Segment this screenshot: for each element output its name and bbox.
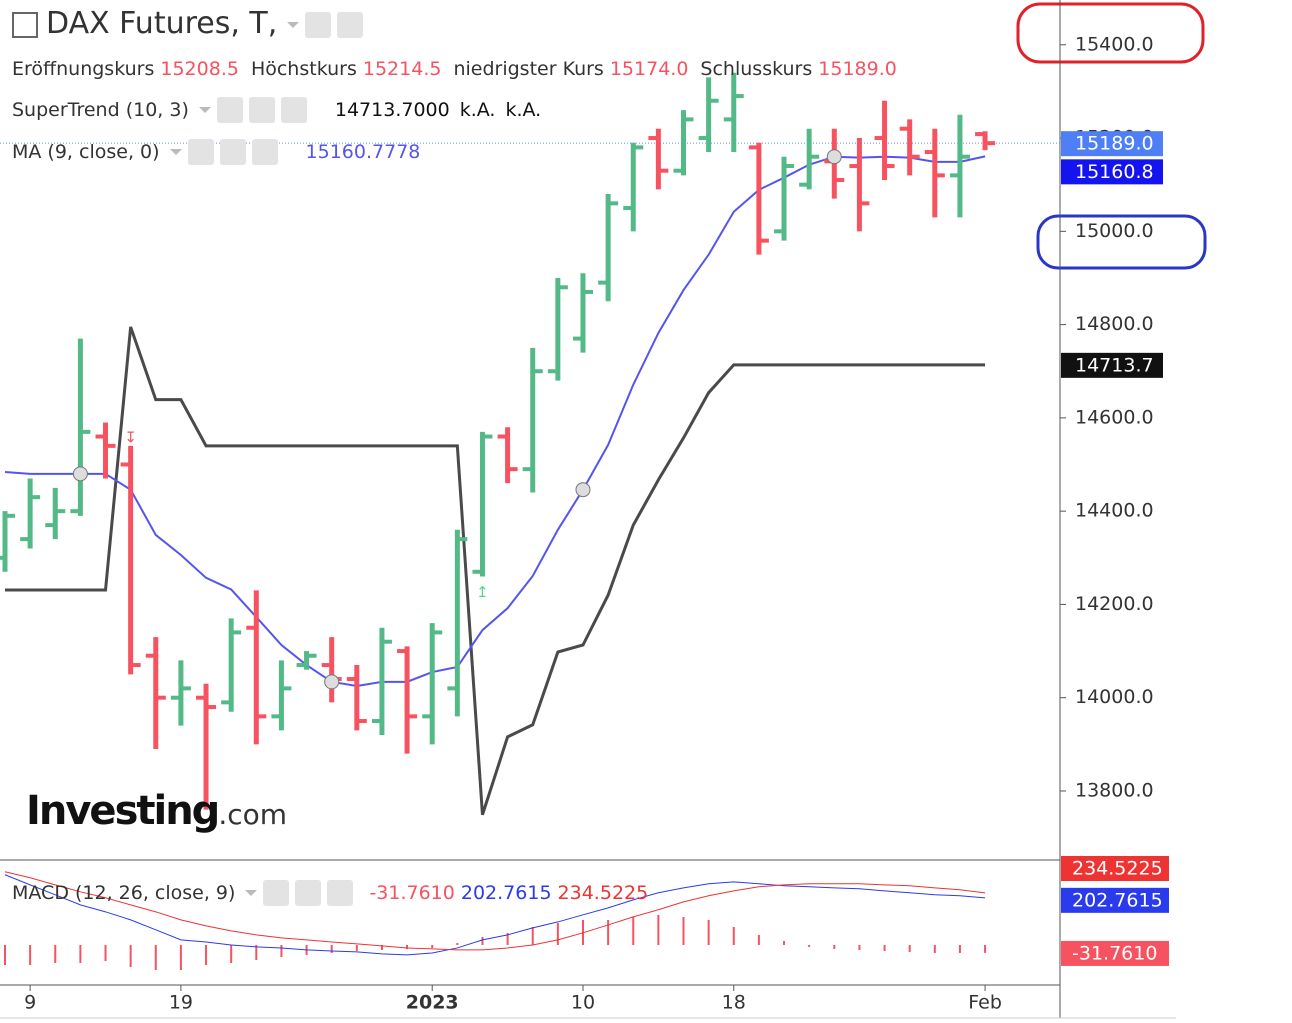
macd-badge-label: 202.7615	[1072, 889, 1163, 911]
ohlc-legend: Eröffnungskurs 15208.5 Höchstkurs 15214.5 ni…	[12, 58, 909, 80]
y-tick-label: 14800.0	[1075, 313, 1154, 335]
macd-value: 202.7615	[460, 881, 552, 904]
highlight-red	[1016, 2, 1205, 64]
indicator-value: 15160.7778	[305, 140, 421, 163]
indicator-value: k.A.	[459, 98, 496, 121]
indicator-name: SuperTrend (10, 3)	[12, 98, 189, 121]
signal-arrow: ↧	[124, 428, 137, 446]
y-tick-label: 14200.0	[1075, 593, 1154, 615]
x-tick-label: Feb	[968, 992, 1002, 1014]
price-badge	[1061, 159, 1163, 185]
x-tick-label: 10	[571, 992, 595, 1014]
signal-arrow: ↥	[476, 583, 489, 601]
y-tick-label: 14400.0	[1075, 500, 1154, 522]
highlight-blue	[1036, 214, 1207, 270]
ohlc-label: Schlusskurs	[700, 58, 813, 80]
caret[interactable]	[198, 107, 211, 113]
chart-title: DAX Futures, T,	[46, 6, 278, 41]
y-tick-label: 14000.0	[1075, 686, 1154, 708]
legend-icon[interactable]	[248, 97, 275, 123]
caret[interactable]	[287, 21, 300, 28]
indicator-line	[5, 326, 986, 816]
indicator-name: MA (9, close, 0)	[12, 140, 160, 163]
settings-icon[interactable]	[337, 11, 364, 38]
legend-icon[interactable]	[251, 139, 278, 165]
caret[interactable]	[169, 149, 182, 155]
indicator-line	[4, 155, 986, 688]
ohlc-label: niedrigster Kurs	[453, 58, 604, 80]
price-badge-label: 15189.0	[1075, 133, 1154, 155]
ohlc-value: 15189.0	[818, 58, 897, 80]
macd-line	[4, 874, 986, 956]
y-tick-label: 15000.0	[1075, 220, 1154, 242]
macd-badge-label: -31.7610	[1072, 942, 1157, 964]
ohlc-label: Höchstkurs	[250, 58, 357, 80]
macd-badge	[1061, 940, 1169, 966]
legend-icon[interactable]	[327, 880, 354, 906]
legend-icon[interactable]	[219, 139, 246, 165]
macd-line	[4, 871, 986, 951]
x-tick-label: 9	[24, 992, 36, 1014]
macd-value: -31.7610	[369, 881, 455, 904]
price-badge	[1061, 131, 1163, 157]
watermark: Investing.com	[26, 788, 287, 834]
indicator-value: k.A.	[505, 98, 542, 121]
ohlc-value: 15214.5	[362, 58, 442, 80]
x-tick-label: 2023	[406, 992, 459, 1014]
macd-badge-label: 234.5225	[1072, 858, 1163, 880]
ohlc-label: Eröffnungskurs	[12, 58, 155, 80]
eye-icon[interactable]	[305, 11, 332, 38]
watermark-brand: Investing	[26, 788, 220, 834]
watermark-domain: .com	[218, 798, 288, 831]
title-row: DAX Futures, T,	[12, 6, 369, 41]
macd-value: 234.5225	[557, 881, 649, 904]
macd-badge	[1061, 887, 1169, 913]
x-tick-label: 18	[722, 992, 746, 1014]
cross-marker	[72, 466, 88, 482]
price-badge-label: 15160.8	[1075, 161, 1154, 183]
ohlc-value: 15174.0	[609, 58, 689, 80]
legend-icon[interactable]	[295, 880, 322, 906]
legend-icon[interactable]	[280, 97, 307, 123]
cross-marker	[575, 482, 591, 498]
macd-legend: MACD (12, 26, close, 9) -31.7610 202.7615 2…	[12, 880, 654, 906]
legend-icon[interactable]	[187, 139, 214, 165]
supertrend-legend: SuperTrend (10, 3) 14713.7000 k.A. k.A.	[12, 97, 547, 123]
price-badge-label: 14713.7	[1075, 354, 1154, 376]
legend-icon[interactable]	[216, 97, 243, 123]
macd-badge	[1061, 856, 1169, 881]
x-tick-label: 19	[169, 992, 193, 1014]
price-badge	[1061, 352, 1163, 378]
caret[interactable]	[245, 890, 258, 896]
y-tick-label: 15400.0	[1075, 33, 1154, 55]
cross-marker	[826, 149, 842, 165]
macd-name: MACD (12, 26, close, 9)	[12, 881, 236, 904]
legend-icon[interactable]	[263, 880, 290, 906]
y-tick-label: 13800.0	[1075, 779, 1154, 801]
collapse-button[interactable]	[12, 11, 38, 38]
y-tick-label: 14600.0	[1075, 406, 1154, 428]
indicator-value: 14713.7000	[334, 98, 450, 121]
ma-legend: MA (9, close, 0) 15160.7778	[12, 139, 426, 165]
ohlc-value: 15208.5	[160, 58, 239, 80]
cross-marker	[324, 674, 340, 690]
